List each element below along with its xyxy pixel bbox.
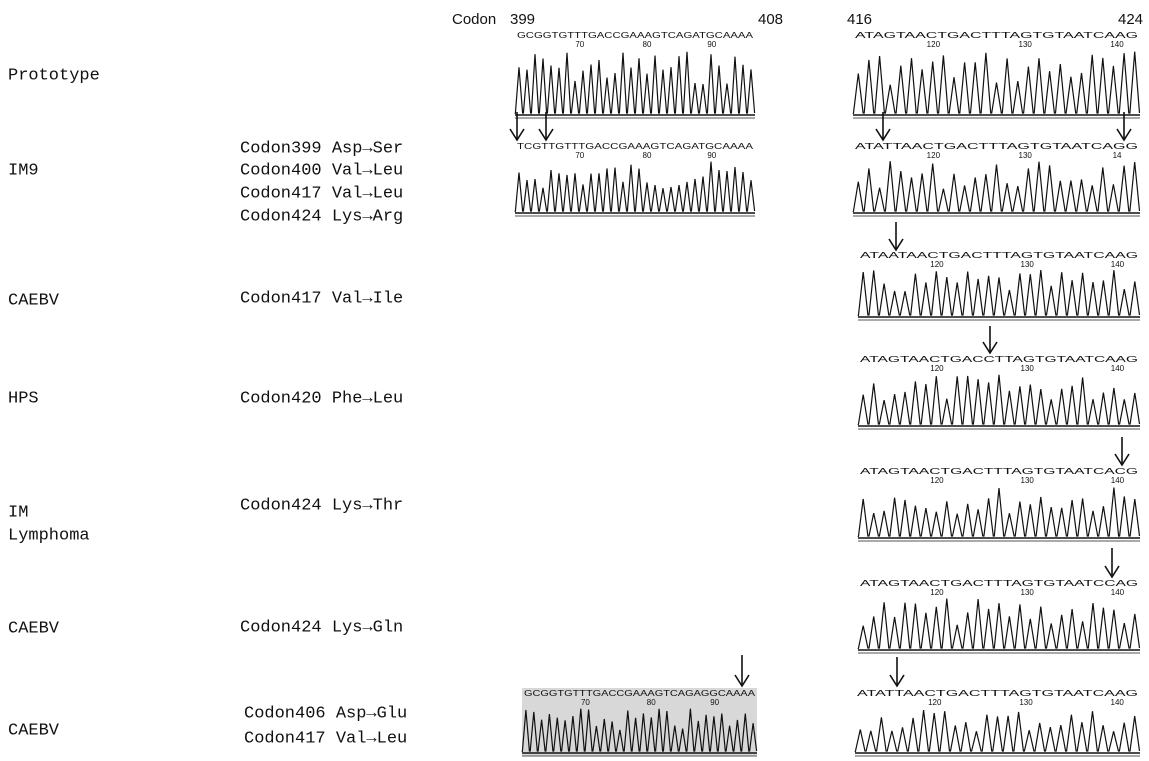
trace: [858, 375, 1140, 425]
position-number: 120: [930, 260, 944, 269]
sample-label: HPS: [8, 389, 39, 408]
mutation: Codon406 Asp→Glu: [244, 704, 407, 723]
position-number: 90: [710, 698, 719, 707]
trace: [858, 270, 1140, 316]
position-number: 130: [1021, 364, 1035, 373]
position-number: 120: [930, 364, 944, 373]
mutation: Codon417 Val→Leu: [244, 729, 407, 748]
trace: [515, 162, 755, 212]
trace: [855, 710, 1140, 752]
position-number: 140: [1111, 476, 1125, 485]
mutation: Codon399 Asp→Ser: [240, 139, 403, 158]
sequence: ATATTAACTGACTTTAGTGTAATCAGG: [855, 142, 1138, 151]
trace: [853, 161, 1140, 212]
mutation: Codon424 Lys→Arg: [240, 207, 403, 226]
position-number: 140: [1111, 698, 1125, 707]
position-number: 120: [927, 151, 941, 160]
sample-label: Prototype: [8, 66, 100, 85]
position-number: 90: [707, 151, 716, 160]
codon-position: 399: [510, 11, 535, 28]
sequence: GCGGTGTTTGACCGAAAGTCAGATGCAAAA: [517, 31, 754, 40]
sequence: TCGTTGTTTGACCGAAAGTCAGATGCAAAA: [517, 142, 754, 151]
sequence: ATATTAACTGACTTTAGTGTAATCAAG: [857, 689, 1138, 698]
position-number: 140: [1111, 364, 1125, 373]
position-number: 80: [643, 151, 652, 160]
position-number: 140: [1110, 40, 1124, 49]
position-number: 130: [1021, 476, 1035, 485]
position-number: 120: [930, 476, 944, 485]
position-number: 90: [707, 40, 716, 49]
position-number: 80: [647, 698, 656, 707]
position-number: 130: [1019, 151, 1033, 160]
sequence: GCGGTGTTTGACCGAAAGTCAGAGGCAAAA: [524, 689, 756, 698]
position-number: 70: [575, 40, 584, 49]
position-number: 140: [1111, 260, 1125, 269]
position-number: 14: [1113, 151, 1122, 160]
position-number: 140: [1111, 588, 1125, 597]
position-number: 130: [1019, 698, 1033, 707]
sequence: ATAGTAACTGACTTTAGTGTAATCCAG: [860, 579, 1138, 588]
mutation: Codon417 Val→Leu: [240, 184, 403, 203]
sequence: ATAGTAACTGACCTTAGTGTAATCAAG: [860, 355, 1138, 364]
codon-position: 424: [1118, 11, 1143, 28]
position-number: 130: [1021, 260, 1035, 269]
figure: Codon 399 408 416 424 Prototype GCGGTGTTT…: [0, 0, 1149, 761]
position-number: 130: [1019, 40, 1033, 49]
mutation: Codon420 Phe→Leu: [240, 389, 403, 408]
codon-label: Codon: [452, 11, 496, 28]
position-number: 130: [1021, 588, 1035, 597]
sequence: ATAGTAACTGACTTTAGTGTAATCAAG: [855, 31, 1138, 40]
position-number: 70: [581, 698, 590, 707]
sample-label: Lymphoma: [8, 526, 90, 545]
position-number: 120: [928, 698, 942, 707]
mutation: Codon424 Lys→Thr: [240, 496, 403, 515]
trace: [858, 488, 1140, 538]
sequence: ATAATAACTGACTTTAGTGTAATCAAG: [860, 251, 1138, 260]
sample-label: CAEBV: [8, 721, 60, 740]
sample-label: IM: [8, 503, 28, 522]
trace: [858, 599, 1140, 649]
trace: [515, 52, 755, 114]
position-number: 80: [643, 40, 652, 49]
mutation: Codon400 Val→Leu: [240, 161, 403, 180]
mutation: Codon417 Val→Ile: [240, 289, 403, 308]
position-number: 120: [927, 40, 941, 49]
sample-label: IM9: [8, 161, 39, 180]
position-number: 70: [575, 151, 584, 160]
codon-position: 408: [758, 11, 783, 28]
mutation: Codon424 Lys→Gln: [240, 618, 403, 637]
sample-label: CAEBV: [8, 619, 60, 638]
codon-position: 416: [847, 11, 872, 28]
sample-label: CAEBV: [8, 291, 60, 310]
trace: [853, 52, 1140, 114]
sequence: ATAGTAACTGACTTTAGTGTAATCACG: [860, 467, 1138, 476]
position-number: 120: [930, 588, 944, 597]
